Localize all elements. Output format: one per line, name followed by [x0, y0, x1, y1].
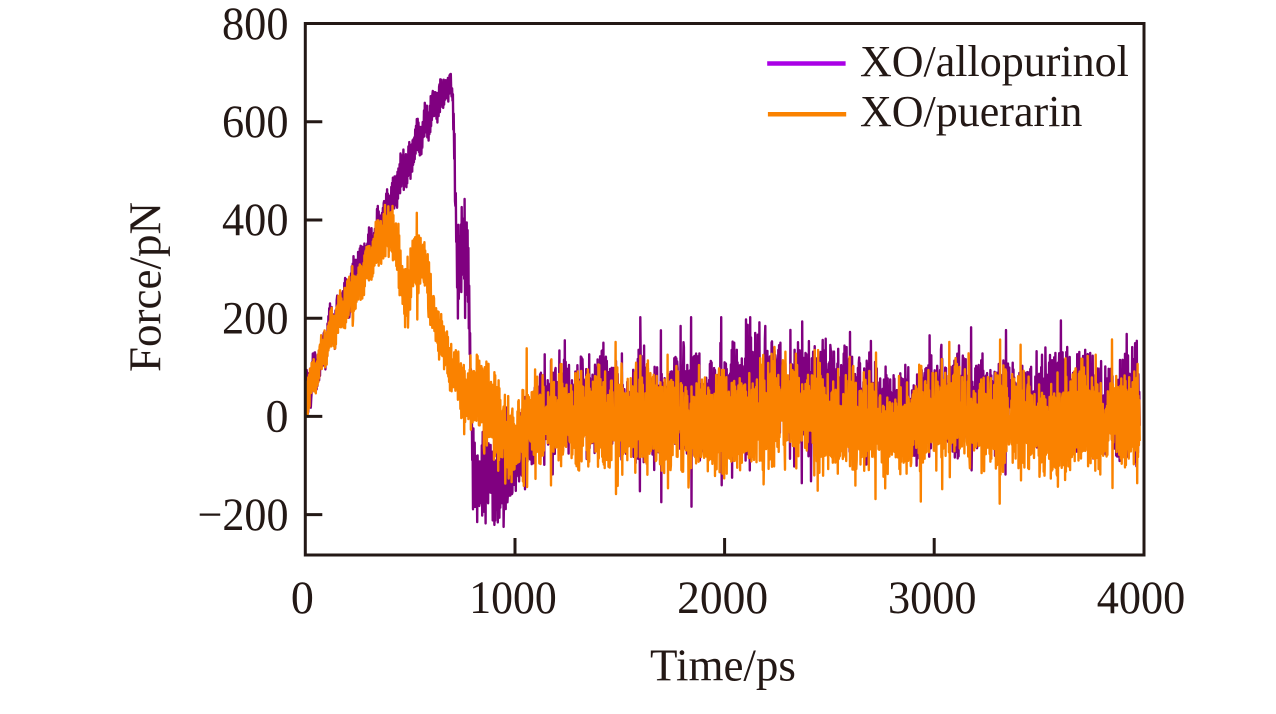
- svg-text:XO/puerarin: XO/puerarin: [860, 87, 1082, 136]
- svg-text:200: 200: [222, 293, 289, 344]
- svg-text:Force/pN: Force/pN: [120, 202, 170, 372]
- svg-text:400: 400: [222, 195, 289, 246]
- svg-text:XO/allopurinol: XO/allopurinol: [860, 37, 1129, 86]
- svg-text:2000: 2000: [677, 573, 768, 624]
- svg-text:600: 600: [222, 97, 289, 148]
- svg-text:0: 0: [266, 392, 289, 443]
- svg-text:0: 0: [291, 573, 314, 624]
- svg-text:1000: 1000: [469, 573, 557, 624]
- svg-text:Time/ps: Time/ps: [650, 640, 796, 690]
- svg-text:−200: −200: [198, 490, 289, 541]
- svg-text:800: 800: [222, 0, 289, 50]
- svg-text:3000: 3000: [888, 573, 977, 624]
- svg-text:4000: 4000: [1097, 573, 1186, 624]
